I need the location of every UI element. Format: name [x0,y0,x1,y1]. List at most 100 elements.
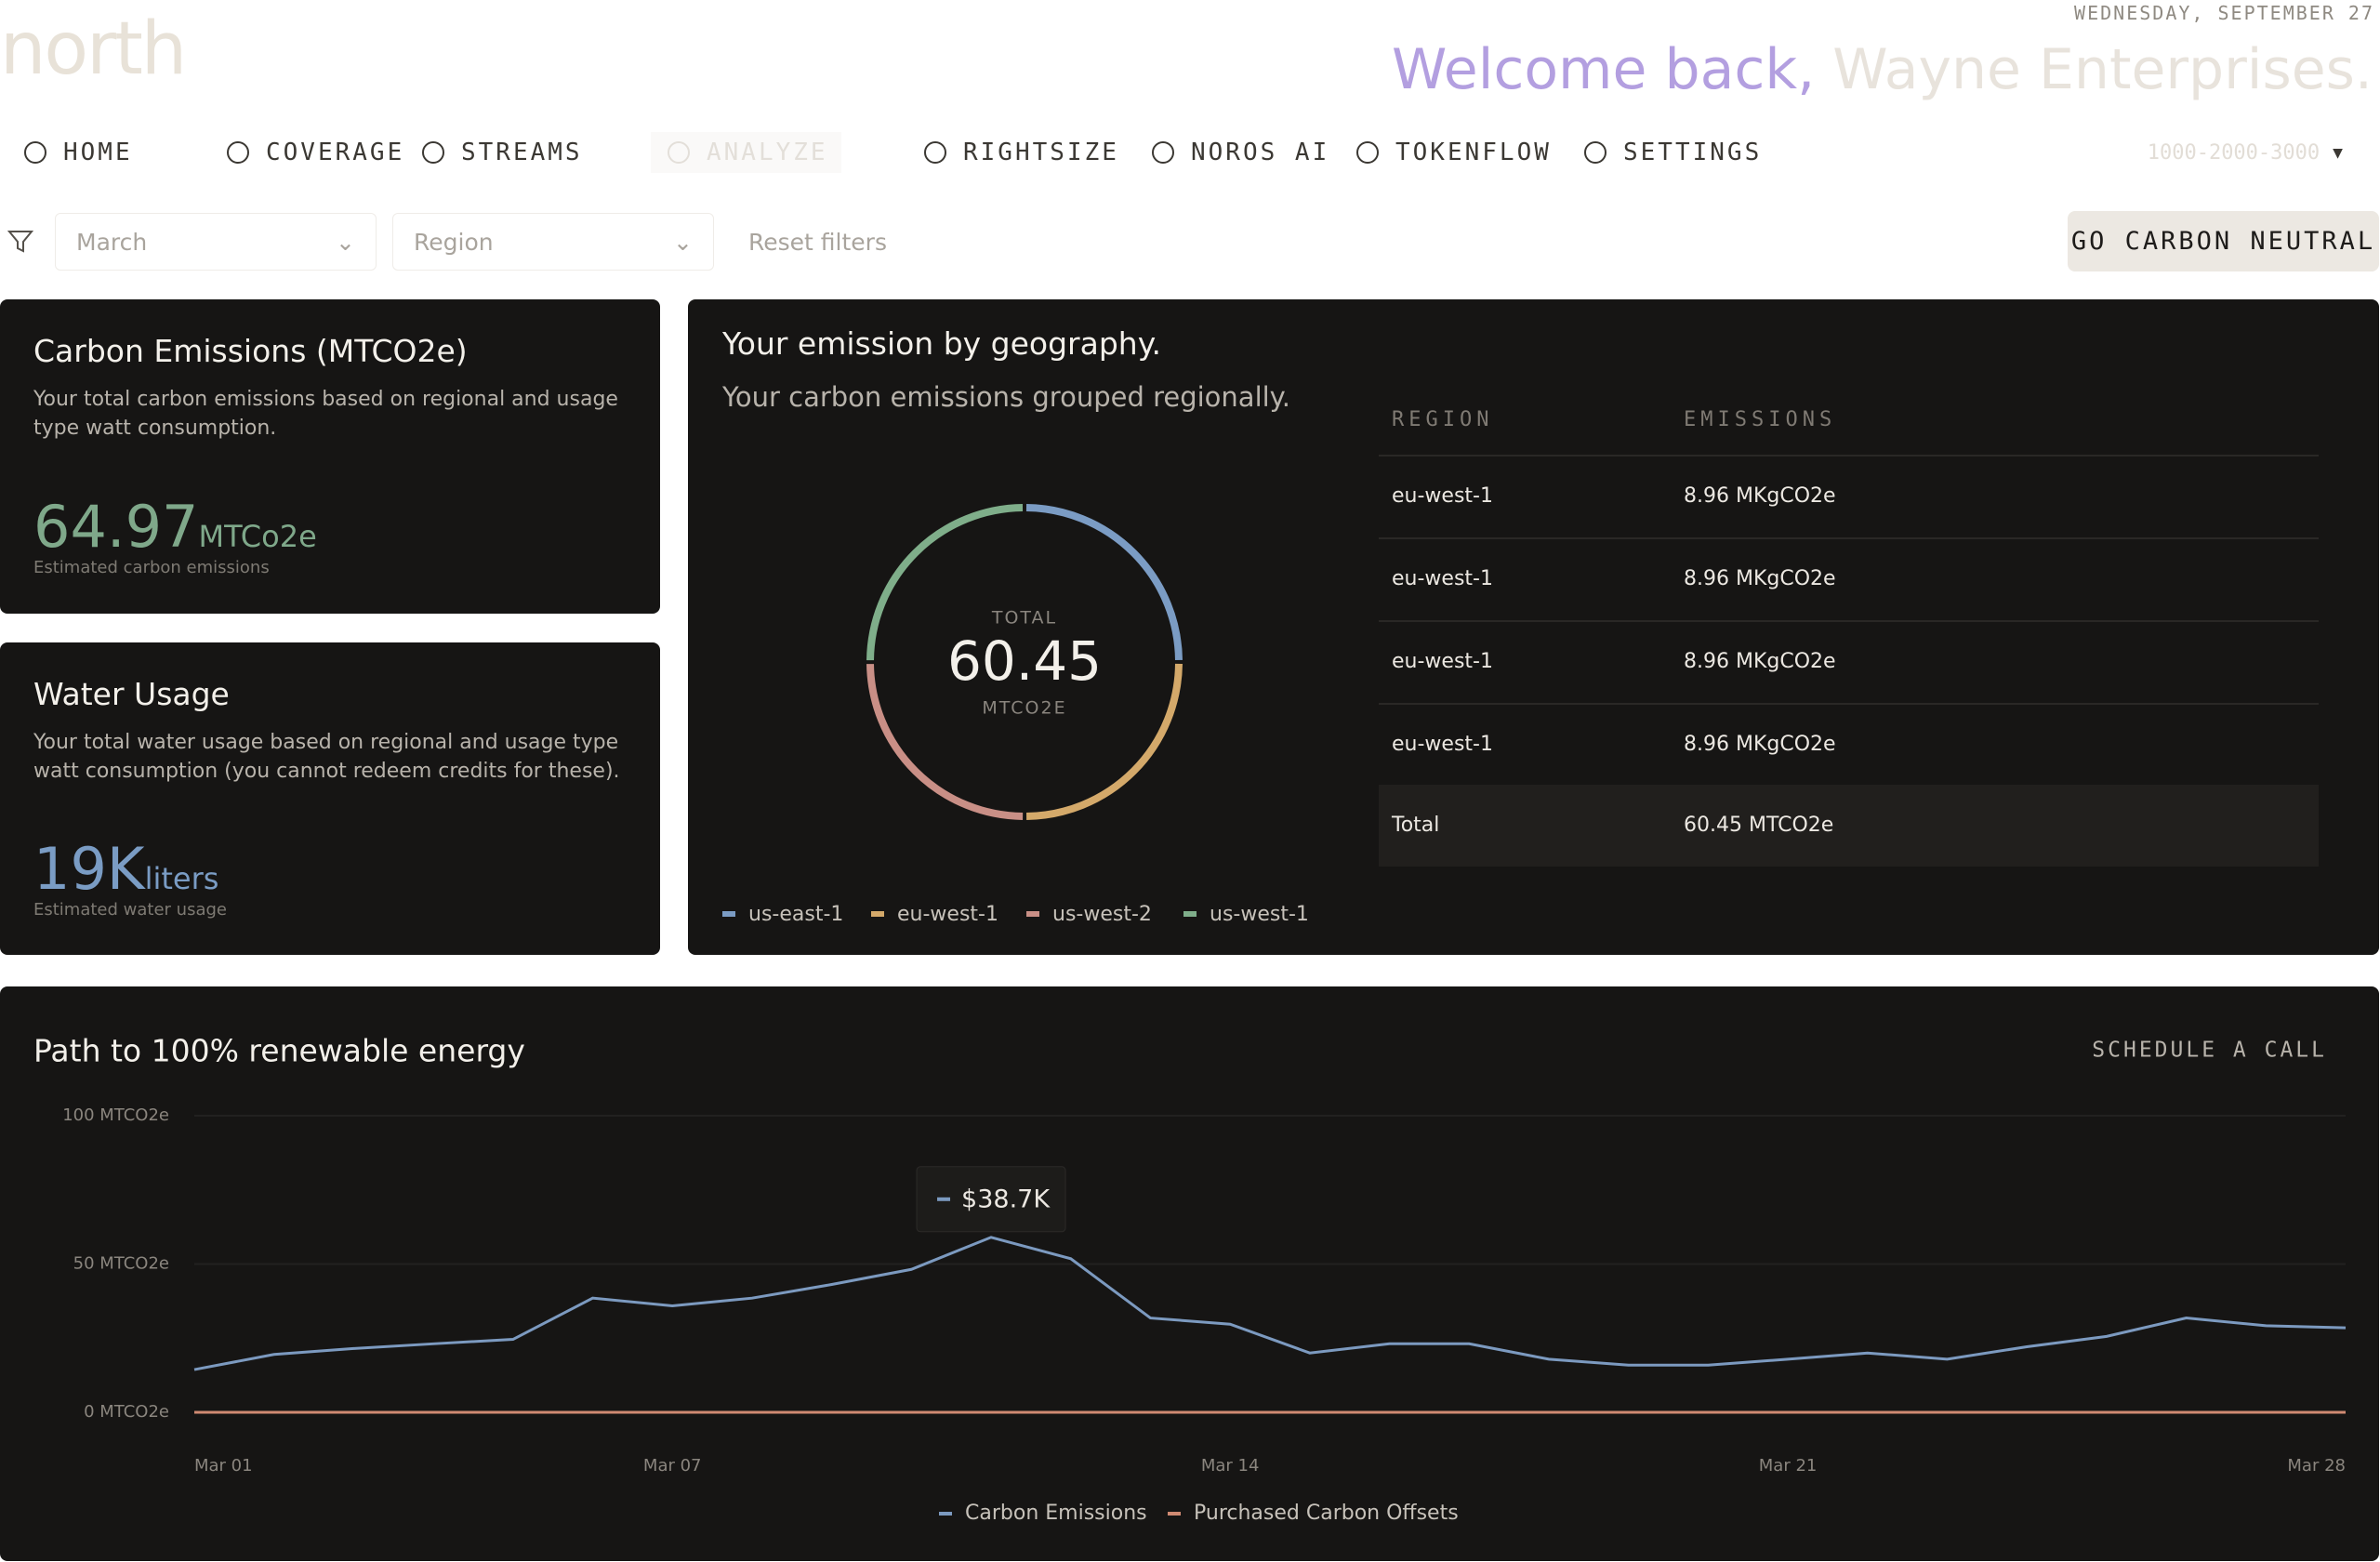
nav-label: RIGHTSIZE [963,139,1119,166]
caret: ▼ [2333,143,2343,163]
series-line [193,1236,2347,1371]
total-row-bg [1379,785,2319,867]
tooltip-value: $38.7K [961,1185,1051,1213]
nav-item[interactable]: STREAMS [418,138,583,167]
donut-segment [866,504,1024,661]
chevron: ⌄ [336,228,355,256]
account[interactable]: 1000-2000-3000 ▼ [2148,141,2343,165]
table-cell: eu-west-1 [1392,733,1493,756]
table-header: REGION [1392,408,1493,431]
y-tick-label: 50 MTCO2e [73,1254,169,1274]
nav-item[interactable]: RIGHTSIZE [920,138,1119,167]
card-description: Your total water usage based on regional… [33,731,620,783]
nav-label: NOROS AI [1191,139,1330,166]
table-cell: 8.96 MKgCO2e [1684,567,1836,590]
caption: Estimated carbon emissions [33,558,270,577]
nav-icon [668,141,690,164]
carbon-card: Carbon Emissions (MTCO2e) Your total car… [0,299,660,614]
nav-icon [1152,141,1174,164]
legend-label: us-east-1 [748,903,843,926]
table-cell: eu-west-1 [1392,650,1493,673]
x-tick-label: Mar 28 [2287,1456,2346,1476]
welcome: Welcome back, Wayne Enterprises. [1392,37,2373,102]
value: 64.97 [33,493,199,561]
nav-label: ANALYZE [707,139,828,166]
x-tick-label: Mar 14 [1201,1456,1260,1476]
nav-item[interactable]: ANALYZE [651,132,841,173]
water-card: Water Usage Your total water usage based… [0,642,660,955]
table-total: 60.45 MTCO2e [1684,814,1833,837]
table-cell: 8.96 MKgCO2e [1684,650,1836,673]
unit: MTCo2e [198,519,317,554]
donut-segment [1026,663,1183,820]
x-tick-label: Mar 01 [194,1456,253,1476]
card-value: 64.97MTCo2e [33,493,317,561]
nav-item[interactable]: NOROS AI [1148,138,1329,167]
donut-unit: MTCO2E [982,698,1066,719]
chart-title: Path to 100% renewable energy [33,1033,525,1069]
card-title: Your emission by geography. [722,325,1162,362]
nav-icon [1584,141,1606,164]
card-title: Carbon Emissions (MTCO2e) [33,333,468,369]
nav-label: SETTINGS [1623,139,1763,166]
nav-icon [227,141,249,164]
nav-icon [24,141,46,164]
schedule-call[interactable]: SCHEDULE A CALL [2092,1039,2327,1063]
card-title: Water Usage [33,676,230,712]
nav-label: HOME [63,139,133,166]
y-tick-label: 0 MTCO2e [84,1402,169,1422]
y-tick-label: 100 MTCO2e [62,1105,169,1125]
reset-filters[interactable]: Reset filters [748,229,887,256]
legend-swatch [1168,1512,1181,1516]
legend-swatch [871,911,884,917]
cta-button[interactable]: GO CARBON NEUTRAL [2068,211,2379,271]
logo[interactable]: north [0,7,187,91]
card-description: Your total carbon emissions based on reg… [33,388,618,440]
unit: liters [144,861,219,896]
nav-label: COVERAGE [266,139,405,166]
table-cell: 8.96 MKgCO2e [1684,484,1836,508]
nav-label: TOKENFLOW [1395,139,1552,166]
legend-swatch [722,911,735,917]
nav-label: STREAMS [461,139,583,166]
region-filter[interactable]: Region ⌄ [392,213,714,271]
table-total: Total [1391,814,1439,837]
legend-label: us-west-2 [1052,903,1152,926]
tooltip-bg [916,1166,1066,1233]
month-filter[interactable]: March ⌄ [55,213,377,271]
legend-swatch [939,1512,952,1516]
welcome-text: Welcome back, [1391,37,1816,102]
nav-item[interactable]: HOME [20,138,133,167]
donut-segment [1025,504,1183,661]
card-value: 19Kliters [33,835,218,903]
legend-label: us-west-1 [1210,903,1309,926]
chevron: ⌄ [673,228,693,256]
date: WEDNESDAY, SEPTEMBER 27 [2074,2,2374,24]
chart-card [0,986,2379,1561]
value: 19K [33,835,145,903]
x-tick-label: Mar 07 [643,1456,702,1476]
donut-total: 60.45 [947,629,1102,693]
nav-item[interactable]: SETTINGS [1580,138,1762,167]
month: March [76,228,148,256]
legend-swatch [1026,911,1039,917]
nav-icon [924,141,946,164]
legend-label: Purchased Carbon Offsets [1194,1502,1459,1525]
legend-label: eu-west-1 [897,903,998,926]
card-subtitle: Your carbon emissions grouped regionally… [722,381,1290,413]
nav-item[interactable]: COVERAGE [223,138,404,167]
table-cell: 8.96 MKgCO2e [1684,733,1836,756]
filter-icon [7,231,33,253]
caption: Estimated water usage [33,900,227,920]
legend-swatch [1183,911,1197,917]
nav-item[interactable]: TOKENFLOW [1353,138,1552,167]
tooltip-swatch [937,1197,951,1201]
table-header: EMISSIONS [1684,408,1836,431]
nav-icon [422,141,444,164]
donut-label: TOTAL [991,608,1057,629]
nav-icon [1356,141,1379,164]
region: Region [414,228,494,256]
x-tick-label: Mar 21 [1759,1456,1818,1476]
legend-label: Carbon Emissions [965,1502,1147,1525]
